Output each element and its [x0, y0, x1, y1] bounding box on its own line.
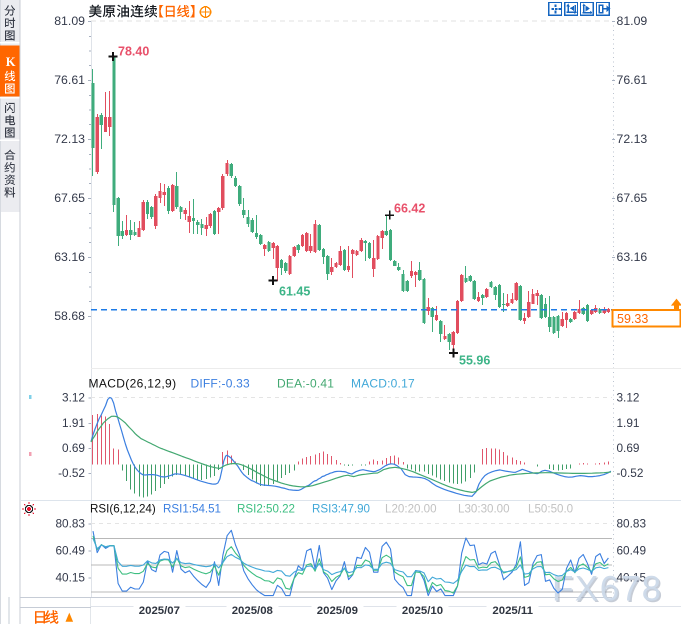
svg-text:1.91: 1.91: [617, 416, 640, 430]
svg-text:K: K: [6, 55, 16, 69]
svg-text:55.96: 55.96: [459, 354, 490, 368]
svg-text:76.61: 76.61: [617, 73, 648, 87]
svg-text:80.83: 80.83: [55, 516, 85, 530]
svg-text:L50:50.0: L50:50.0: [528, 503, 573, 516]
svg-text:80.83: 80.83: [617, 516, 647, 530]
svg-text:2025/10: 2025/10: [402, 605, 443, 617]
svg-text:FX678: FX678: [552, 570, 663, 609]
svg-text:72.13: 72.13: [617, 132, 648, 146]
svg-text:2025/09: 2025/09: [317, 605, 358, 617]
svg-text:L20:20.00: L20:20.00: [385, 503, 437, 516]
svg-text:L30:30.00: L30:30.00: [458, 503, 510, 516]
svg-text:60.49: 60.49: [55, 544, 85, 558]
svg-text:2025/08: 2025/08: [232, 605, 273, 617]
svg-text:RSI1:54.51: RSI1:54.51: [163, 503, 221, 516]
svg-text:67.65: 67.65: [617, 191, 648, 205]
svg-text:-0.52: -0.52: [58, 466, 85, 480]
svg-text:0.69: 0.69: [617, 441, 640, 455]
svg-text:78.40: 78.40: [118, 45, 149, 59]
svg-text:RSI2:50.22: RSI2:50.22: [237, 503, 295, 516]
svg-text:DEA:-0.41: DEA:-0.41: [277, 377, 334, 391]
svg-text:MACD(26,12,9): MACD(26,12,9): [89, 377, 177, 391]
svg-text:DIFF:-0.33: DIFF:-0.33: [191, 377, 250, 391]
svg-text:RSI(6,12,24): RSI(6,12,24): [90, 503, 156, 516]
svg-text:FX678: FX678: [554, 571, 665, 610]
svg-text:-0.52: -0.52: [617, 466, 644, 480]
svg-text:76.61: 76.61: [54, 73, 85, 87]
svg-text:81.09: 81.09: [617, 14, 648, 28]
svg-text:3.12: 3.12: [62, 391, 85, 405]
svg-text:0.69: 0.69: [62, 441, 85, 455]
svg-text:3.12: 3.12: [617, 391, 640, 405]
svg-text:61.45: 61.45: [279, 285, 310, 299]
svg-text:58.68: 58.68: [54, 309, 85, 323]
svg-text:MACD:0.17: MACD:0.17: [351, 377, 415, 391]
svg-text:59.33: 59.33: [617, 312, 648, 326]
svg-text:40.15: 40.15: [55, 571, 85, 585]
svg-text:40.15: 40.15: [617, 571, 647, 585]
svg-text:67.65: 67.65: [54, 191, 85, 205]
svg-text:63.16: 63.16: [54, 250, 85, 264]
svg-text:1.91: 1.91: [62, 416, 85, 430]
svg-text:60.49: 60.49: [617, 544, 647, 558]
svg-text:72.13: 72.13: [54, 132, 85, 146]
svg-text:RSI3:47.90: RSI3:47.90: [312, 503, 370, 516]
svg-text:81.09: 81.09: [54, 14, 85, 28]
svg-text:66.42: 66.42: [394, 202, 425, 216]
svg-text:2025/11: 2025/11: [492, 605, 533, 617]
svg-text:2025/07: 2025/07: [139, 605, 180, 617]
svg-text:63.16: 63.16: [617, 250, 648, 264]
